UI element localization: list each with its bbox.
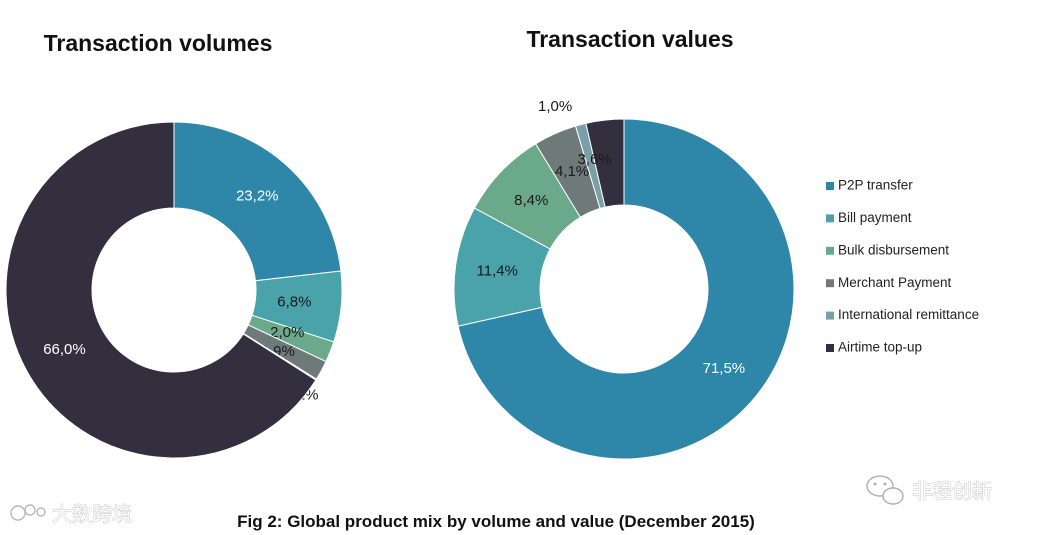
- values-label-p2p-transfer: 71,5%: [703, 360, 746, 377]
- legend-label-bill-payment: Bill payment: [838, 210, 912, 225]
- legend-swatch-bill-payment: [826, 214, 834, 223]
- volumes-label-bill-payment: 6,8%: [277, 294, 311, 311]
- values-label-bill-payment: 11,4%: [477, 262, 518, 279]
- volumes-slice-airtime-top-up: [5, 121, 317, 459]
- values-label-airtime-top-up: 3,6%: [577, 151, 611, 168]
- legend-swatch-international-remittance: [826, 311, 834, 320]
- values-label-merchant-payment: 4,1%: [555, 163, 589, 180]
- volumes-label-p2p-transfer: 23,2%: [236, 188, 279, 205]
- legend-swatch-airtime-top-up: [826, 344, 834, 352]
- legend-label-bulk-disbursement: Bulk disbursement: [838, 242, 949, 257]
- legend-label-p2p-transfer: P2P transfer: [838, 178, 913, 193]
- values-label-bulk-disbursement: 8,4%: [514, 192, 548, 209]
- legend-swatch-p2p-transfer: [826, 182, 834, 190]
- values-slice-p2p-transfer: [457, 118, 795, 460]
- figure-caption: Fig 2: Global product mix by volume and …: [237, 512, 755, 531]
- volumes-donut-chart: 23,2%6,8%2,0%1,9%0,1%66,0%: [5, 121, 343, 459]
- watermark-left-logo-icon: [10, 504, 46, 521]
- legend-swatch-merchant-payment: [826, 279, 834, 288]
- legend-label-merchant-payment: Merchant Payment: [838, 275, 952, 290]
- legend-swatch-bulk-disbursement: [826, 246, 834, 255]
- values-label-international-remittance: 1,0%: [538, 98, 572, 115]
- watermark-left: 大数跨境: [10, 502, 132, 526]
- legend-label-international-remittance: International remittance: [838, 307, 979, 322]
- values-slice-airtime-top-up: [585, 118, 625, 208]
- values-chart-title: Transaction values: [526, 26, 733, 52]
- watermark-left-text: 大数跨境: [52, 502, 132, 526]
- chart-legend: P2P transfer Bill payment Bulk disbursemen…: [826, 178, 979, 355]
- volumes-chart-title: Transaction volumes: [44, 30, 273, 56]
- volumes-label-airtime-top-up: 66,0%: [43, 341, 86, 358]
- volumes-label-bulk-disbursement: 2,0%: [270, 324, 304, 341]
- watermark-right: 非程创新: [866, 475, 992, 505]
- wechat-icon: [866, 475, 904, 505]
- watermark-right-text: 非程创新: [912, 479, 992, 503]
- legend-label-airtime-top-up: Airtime top-up: [838, 340, 922, 355]
- values-donut-chart: 71,5% 11,4% 8,4% 4,1% 1,0% 3,6%: [453, 98, 795, 460]
- volumes-slice-p2p-transfer: [173, 121, 342, 282]
